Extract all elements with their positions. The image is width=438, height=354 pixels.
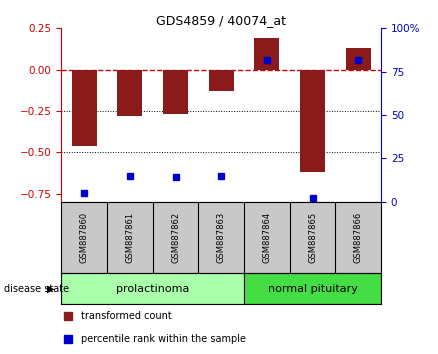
Text: normal pituitary: normal pituitary bbox=[268, 284, 357, 293]
Text: ▶: ▶ bbox=[46, 284, 54, 293]
Bar bbox=[244, 273, 381, 304]
Bar bbox=[346, 48, 371, 70]
Text: GSM887861: GSM887861 bbox=[125, 212, 134, 263]
Bar bbox=[254, 38, 279, 70]
Text: disease state: disease state bbox=[4, 284, 70, 293]
Text: percentile rank within the sample: percentile rank within the sample bbox=[81, 334, 246, 344]
Text: GSM887863: GSM887863 bbox=[217, 212, 226, 263]
Text: GSM887864: GSM887864 bbox=[262, 212, 272, 263]
Text: GSM887866: GSM887866 bbox=[354, 212, 363, 263]
Bar bbox=[163, 70, 188, 114]
Text: GSM887862: GSM887862 bbox=[171, 212, 180, 263]
Bar bbox=[117, 70, 142, 116]
Text: transformed count: transformed count bbox=[81, 311, 171, 321]
Text: GSM887860: GSM887860 bbox=[80, 212, 88, 263]
Bar bbox=[300, 70, 325, 172]
Text: prolactinoma: prolactinoma bbox=[116, 284, 189, 293]
Bar bbox=[208, 70, 234, 91]
Text: GSM887865: GSM887865 bbox=[308, 212, 317, 263]
Bar bbox=[71, 70, 97, 145]
Title: GDS4859 / 40074_at: GDS4859 / 40074_at bbox=[156, 14, 286, 27]
Bar bbox=[61, 273, 244, 304]
